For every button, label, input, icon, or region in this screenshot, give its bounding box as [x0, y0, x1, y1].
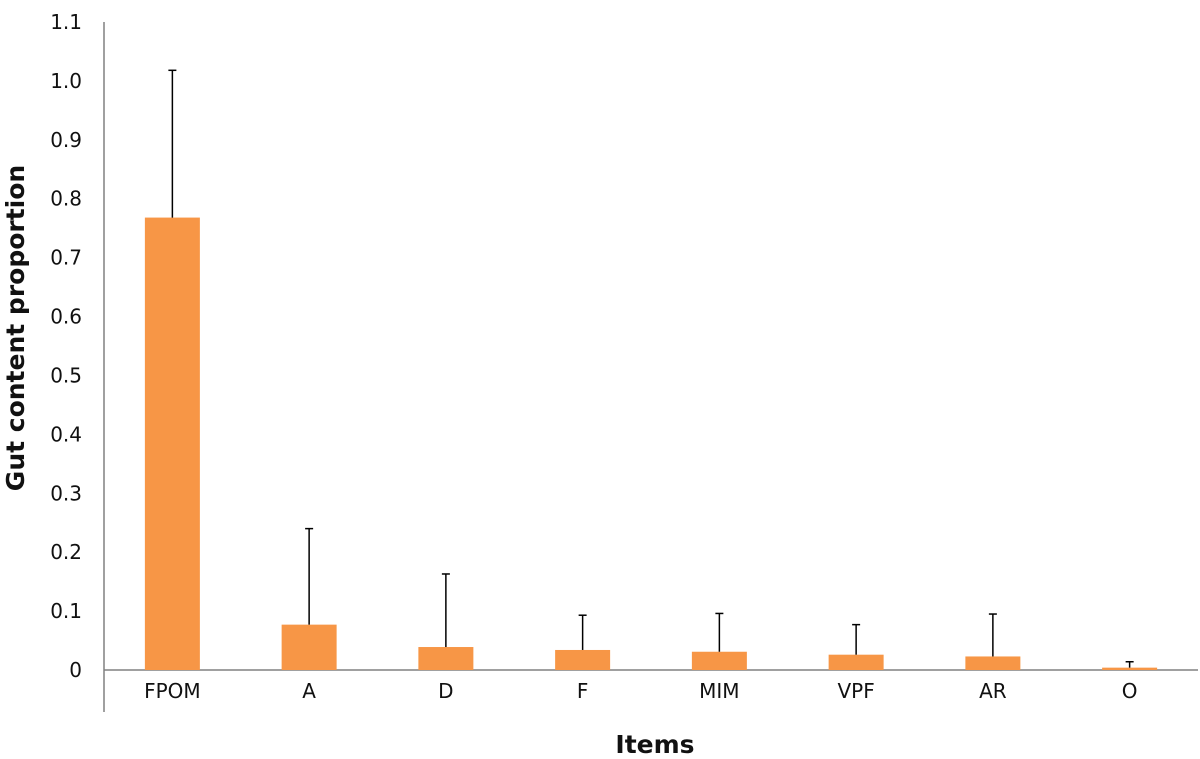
x-tick-label: FPOM — [144, 679, 201, 703]
bars — [144, 217, 1158, 670]
x-tick-label: D — [438, 679, 453, 703]
y-tick-label: 0.5 — [50, 363, 82, 387]
error-bar-ar — [988, 613, 997, 657]
y-tick-label: 0.4 — [50, 422, 82, 446]
bar-a — [281, 624, 337, 670]
y-tick-label: 0.9 — [50, 128, 82, 152]
x-tick-label: MIM — [699, 679, 739, 703]
bar-f — [555, 649, 611, 670]
bar-d — [418, 647, 474, 670]
error-bar-fpom — [168, 69, 177, 218]
error-bar-a — [305, 527, 314, 625]
error-bar-vpf — [852, 623, 861, 655]
y-tick-label: 0.6 — [50, 305, 82, 329]
bar-ar — [965, 656, 1021, 670]
x-tick-label: F — [577, 679, 589, 703]
y-tick-label: 0.2 — [50, 540, 82, 564]
error-bar-mim — [715, 612, 724, 652]
y-axis-title: Gut content proportion — [1, 165, 30, 491]
error-bars — [168, 69, 1134, 668]
x-tick-labels: FPOM A D F MIM VPF AR O — [144, 679, 1137, 703]
bar-fpom — [144, 217, 200, 670]
bar-o — [1102, 667, 1158, 670]
y-tick-label: 0 — [69, 658, 82, 682]
y-tick-label: 0.7 — [50, 246, 82, 270]
x-tick-label: O — [1122, 679, 1138, 703]
x-tick-label: VPF — [838, 679, 875, 703]
y-tick-label: 0.3 — [50, 481, 82, 505]
x-axis-title: Items — [615, 730, 694, 759]
error-bar-o — [1125, 661, 1134, 668]
error-bar-f — [578, 614, 587, 650]
y-tick-label: 0.8 — [50, 187, 82, 211]
bar-mim — [691, 651, 747, 670]
axes — [103, 22, 1198, 712]
y-tick-label: 0.1 — [50, 599, 82, 623]
x-tick-label: A — [302, 679, 316, 703]
bar-vpf — [828, 654, 884, 670]
y-tick-label: 1.1 — [50, 10, 82, 34]
y-tick-label: 1.0 — [50, 69, 82, 93]
y-tick-labels: 0 0.1 0.2 0.3 0.4 0.5 0.6 0.7 0.8 0.9 1.0 1.1 — [50, 10, 82, 682]
error-bar-d — [441, 573, 450, 648]
x-tick-label: AR — [979, 679, 1007, 703]
